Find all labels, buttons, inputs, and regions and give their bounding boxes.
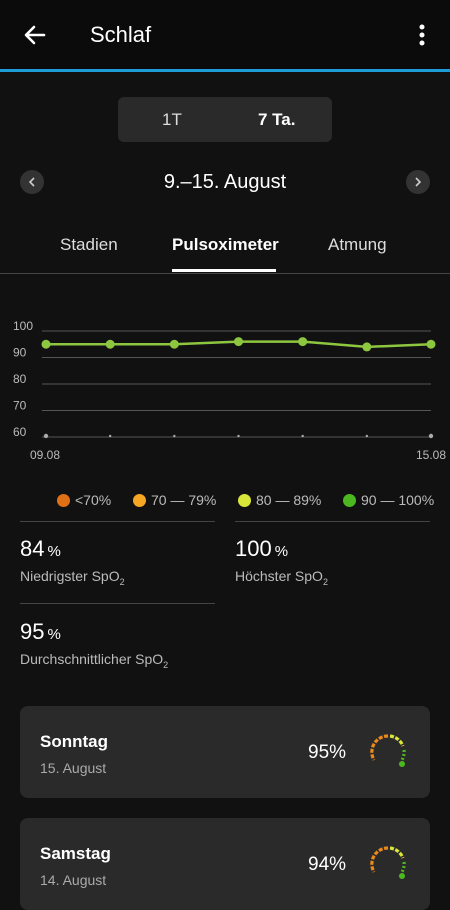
stat-min-spo2: 84% Niedrigster SpO2: [20, 536, 125, 587]
legend-dot: [133, 494, 146, 507]
x-tick-mark: [301, 434, 304, 438]
day-card-samstag[interactable]: Samstag 14. August 94%: [20, 818, 430, 910]
x-tick-mark: [428, 433, 434, 439]
legend-label: 70 — 79%: [151, 492, 217, 508]
previous-period-button[interactable]: [20, 170, 44, 194]
card-spo2-value: 94%: [308, 854, 347, 875]
stat-label: Durchschnittlicher SpO: [20, 651, 164, 667]
stat-unit: %: [274, 543, 289, 560]
stats-divider: [235, 521, 430, 522]
chart-legend: <70% 70 — 79% 80 — 89% 90 — 100%: [0, 492, 450, 514]
legend-dot: [238, 494, 251, 507]
legend-dot: [343, 494, 356, 507]
next-period-button[interactable]: [406, 170, 430, 194]
stats-divider: [20, 603, 215, 604]
card-day: Samstag: [40, 844, 111, 863]
y-tick-label: 80: [13, 372, 27, 386]
card-day: Sonntag: [40, 732, 108, 751]
stat-unit: %: [47, 626, 61, 643]
stat-label: Höchster SpO: [235, 568, 323, 584]
x-tick-mark: [237, 434, 240, 438]
tab-bar: Stadien Pulsoximeter Atmung: [0, 225, 450, 273]
stat-max-spo2: 100% Höchster SpO2: [235, 536, 328, 587]
arrow-left-icon[interactable]: [22, 22, 48, 48]
legend-label: 90 — 100%: [361, 492, 435, 508]
card-date: 15. August: [40, 760, 107, 776]
stat-label-subscript: 2: [322, 576, 328, 587]
data-point: [41, 339, 51, 349]
data-point: [234, 337, 243, 347]
x-tick-mark: [43, 433, 49, 439]
y-tick-label: 70: [13, 399, 27, 413]
tabs-divider: [0, 273, 450, 274]
date-range-label: 9.–15. August: [163, 171, 287, 193]
legend-item: 70 — 79%: [133, 492, 216, 508]
data-point: [362, 342, 372, 352]
period-toggle: 1T 7 Ta.: [118, 97, 332, 142]
period-option-7days[interactable]: 7 Ta.: [258, 110, 296, 129]
stat-avg-spo2: 95% Durchschnittlicher SpO2: [20, 619, 168, 670]
page-title: Schlaf: [90, 22, 152, 47]
stats-divider: [20, 521, 215, 522]
y-tick-label: 90: [13, 346, 27, 360]
day-card-sonntag[interactable]: Sonntag 15. August 95%: [20, 706, 430, 798]
chevron-left-icon: [28, 177, 35, 187]
data-point: [105, 339, 115, 349]
y-tick-label: 100: [13, 319, 33, 333]
spo2-ring-icon: [370, 734, 406, 767]
legend-label: <70%: [75, 492, 112, 508]
x-tick-mark: [173, 434, 176, 438]
x-tick-label: 09.08: [30, 448, 60, 462]
stat-value: 95: [20, 619, 45, 644]
legend-label: 80 — 89%: [256, 492, 322, 508]
stat-label-subscript: 2: [163, 659, 169, 670]
data-point: [298, 337, 308, 347]
active-tab-indicator: [172, 269, 276, 272]
stat-unit: %: [47, 543, 61, 560]
card-date: 14. August: [40, 872, 107, 888]
legend-dot: [57, 494, 70, 507]
stat-value: 84: [20, 536, 45, 561]
stat-label-subscript: 2: [119, 576, 125, 587]
x-tick-mark: [365, 434, 369, 438]
stat-label: Niedrigster SpO: [20, 568, 120, 584]
x-tick-label: 15.08: [416, 448, 446, 462]
x-tick-mark: [108, 434, 112, 438]
spo2-ring-icon: [370, 846, 406, 879]
app-bar: Schlaf: [0, 0, 450, 70]
tab-stadien[interactable]: Stadien: [60, 235, 118, 254]
legend-item: 80 — 89%: [238, 492, 321, 508]
legend-item: <70%: [57, 492, 111, 508]
y-tick-label: 60: [13, 425, 27, 439]
data-point: [426, 339, 436, 349]
tab-pulsoximeter[interactable]: Pulsoximeter: [172, 235, 279, 254]
more-vertical-icon[interactable]: [410, 22, 434, 48]
data-point: [169, 339, 179, 349]
stat-value: 100: [235, 536, 272, 561]
header-accent-line: [0, 69, 450, 72]
tab-atmung[interactable]: Atmung: [328, 235, 387, 254]
card-spo2-value: 95%: [308, 742, 347, 763]
legend-item: 90 — 100%: [343, 492, 434, 508]
period-option-1t[interactable]: 1T: [162, 110, 182, 129]
chevron-right-icon: [415, 177, 422, 187]
